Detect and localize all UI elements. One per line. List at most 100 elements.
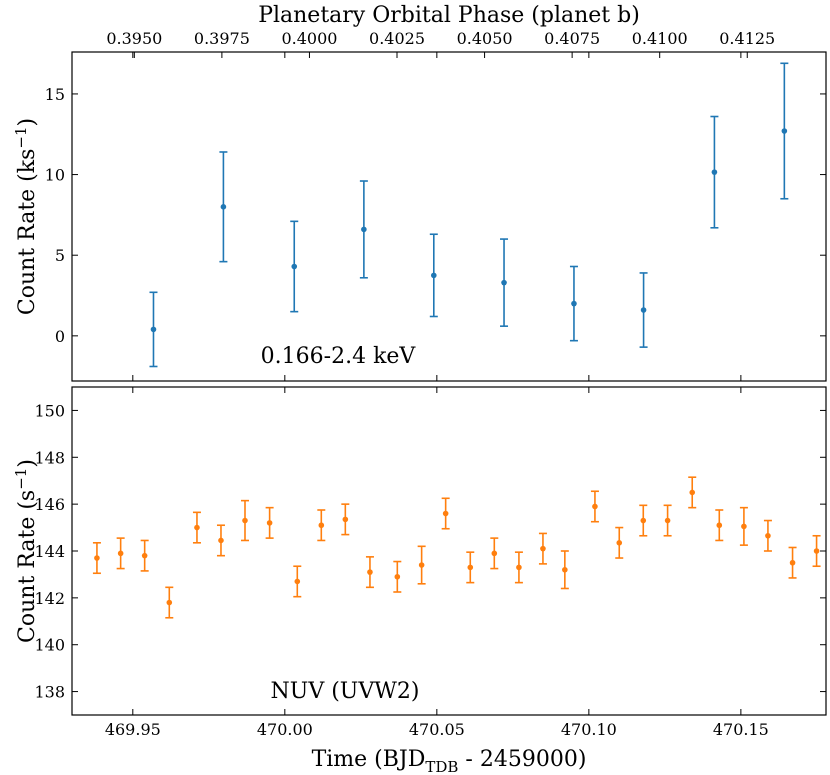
data-point-xray bbox=[290, 220, 299, 313]
data-marker bbox=[194, 524, 200, 531]
top-phase-tick-label: 0.4000 bbox=[281, 29, 337, 48]
data-point-nuv bbox=[265, 506, 274, 539]
data-marker bbox=[220, 204, 227, 210]
data-marker bbox=[616, 540, 623, 546]
y-axis-label-nuv: Count Rate (s−1) bbox=[12, 459, 40, 643]
data-point-nuv bbox=[788, 546, 797, 579]
panel-nuv: 138 140 142 144 146 148 150 Count Rate (s−1) NUV… bbox=[12, 386, 827, 716]
data-point-nuv bbox=[317, 509, 326, 542]
y-tick-label: 150 bbox=[34, 401, 65, 420]
data-point-nuv bbox=[490, 537, 499, 570]
top-phase-tick-label: 0.4100 bbox=[632, 29, 688, 48]
top-phase-tick-label: 0.4075 bbox=[544, 29, 600, 48]
data-marker bbox=[467, 564, 474, 571]
y-tick-label: 10 bbox=[45, 166, 65, 185]
data-marker bbox=[540, 545, 546, 552]
x-tick-label: 470.10 bbox=[561, 720, 617, 739]
data-marker bbox=[442, 510, 449, 517]
x-tick-label: 470.00 bbox=[257, 720, 313, 739]
y-axis-label-sup: −1 bbox=[12, 126, 30, 148]
data-marker bbox=[781, 128, 788, 134]
data-marker bbox=[342, 516, 349, 523]
x-tick-label: 470.15 bbox=[713, 720, 769, 739]
data-point-nuv bbox=[441, 497, 450, 530]
data-point-nuv bbox=[92, 541, 101, 575]
data-marker bbox=[640, 517, 647, 524]
data-marker bbox=[361, 226, 367, 233]
data-marker bbox=[318, 522, 325, 529]
data-point-nuv bbox=[812, 534, 821, 568]
data-point-xray bbox=[710, 115, 719, 229]
data-point-nuv bbox=[715, 509, 724, 542]
data-marker bbox=[394, 573, 401, 580]
y-axis-label-close: ) bbox=[15, 118, 40, 127]
data-point-nuv bbox=[365, 556, 374, 589]
data-marker bbox=[689, 489, 696, 496]
x-tick-label: 469.95 bbox=[105, 720, 161, 739]
y-axis-label-xray: Count Rate (ks−1) bbox=[12, 118, 40, 315]
data-marker bbox=[430, 272, 437, 279]
data-point-nuv bbox=[639, 504, 648, 537]
plot-frame-xray bbox=[71, 51, 827, 382]
top-axis-title: Planetary Orbital Phase (planet b) bbox=[258, 3, 640, 28]
data-marker bbox=[664, 517, 671, 524]
data-marker bbox=[266, 520, 273, 526]
data-marker bbox=[571, 300, 577, 307]
y-tick-label: 148 bbox=[34, 448, 65, 467]
y-tick-label: 146 bbox=[34, 495, 65, 514]
y-tick-label: 15 bbox=[45, 85, 65, 104]
data-marker bbox=[166, 599, 173, 606]
data-point-xray bbox=[219, 151, 228, 263]
plot-frame-nuv bbox=[71, 386, 827, 716]
data-marker bbox=[367, 569, 373, 575]
y-axis-label-text: Count Rate (s bbox=[15, 490, 40, 643]
data-marker bbox=[711, 169, 718, 175]
data-point-nuv bbox=[663, 504, 672, 537]
data-marker bbox=[813, 548, 820, 554]
data-point-nuv bbox=[192, 511, 201, 544]
data-marker bbox=[516, 564, 522, 571]
y-tick-label: 138 bbox=[34, 683, 65, 702]
data-marker bbox=[501, 279, 507, 286]
y-axis-label-close: ) bbox=[15, 459, 40, 468]
data-point-xray bbox=[500, 238, 509, 327]
panel-label-xray: 0.166-2.4 keV bbox=[261, 344, 417, 369]
data-marker bbox=[242, 517, 248, 524]
data-marker bbox=[562, 566, 568, 573]
data-point-nuv bbox=[165, 586, 174, 619]
data-marker bbox=[716, 522, 723, 529]
data-marker bbox=[150, 326, 157, 333]
data-marker bbox=[765, 532, 771, 539]
y-tick-label: 144 bbox=[34, 542, 65, 561]
data-marker bbox=[218, 537, 224, 544]
data-point-xray bbox=[359, 180, 368, 279]
data-marker bbox=[491, 550, 498, 557]
data-marker bbox=[592, 503, 598, 510]
data-point-nuv bbox=[590, 490, 599, 523]
data-marker bbox=[94, 555, 100, 561]
data-point-nuv bbox=[341, 503, 350, 536]
data-point-nuv bbox=[615, 526, 624, 559]
data-point-xray bbox=[149, 291, 158, 368]
data-marker bbox=[741, 523, 747, 530]
data-point-nuv bbox=[216, 524, 225, 557]
data-point-nuv bbox=[116, 537, 125, 570]
data-marker bbox=[418, 562, 425, 568]
data-point-xray bbox=[639, 272, 648, 348]
x-axis-label-suffix: - 2459000) bbox=[458, 747, 586, 772]
x-tick-label: 470.05 bbox=[409, 720, 465, 739]
y-tick-label: 142 bbox=[34, 589, 65, 608]
data-marker bbox=[294, 578, 301, 585]
data-marker bbox=[141, 552, 148, 559]
x-axis-label-text: Time (BJD bbox=[312, 747, 426, 772]
data-point-nuv bbox=[393, 560, 402, 593]
data-point-xray bbox=[429, 233, 438, 318]
data-point-nuv bbox=[293, 565, 302, 598]
data-point-nuv bbox=[417, 545, 426, 585]
x-axis-label: Time (BJDTDB - 2459000) bbox=[312, 747, 587, 775]
data-point-nuv bbox=[763, 519, 772, 552]
data-point-nuv bbox=[240, 499, 249, 542]
data-marker bbox=[640, 307, 647, 313]
data-point-nuv bbox=[514, 551, 523, 584]
